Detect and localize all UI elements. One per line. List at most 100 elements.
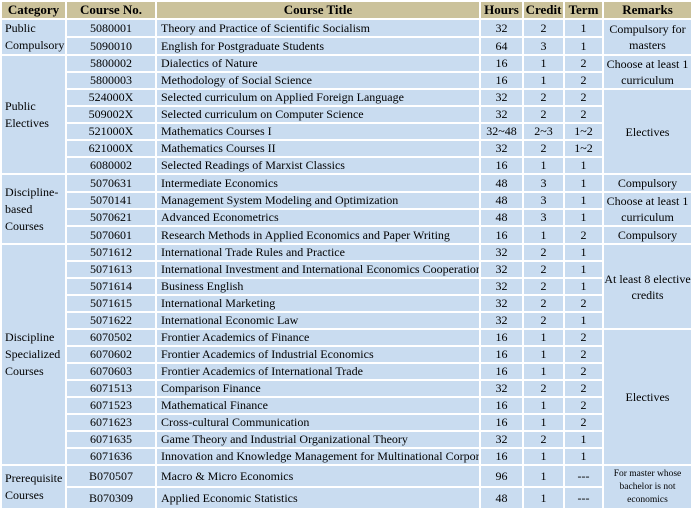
title-cell: International Investment and Internation…: [157, 262, 479, 277]
hours-cell: 16: [481, 227, 522, 243]
title-cell: International Economic Law: [157, 313, 479, 328]
hours-cell: 16: [481, 449, 522, 464]
table-row: Public Compulsory 5080001 Theory and Pract…: [2, 20, 691, 54]
no-cell: 621000X: [67, 141, 155, 156]
term-cell: 2: [565, 107, 602, 122]
header-hours: Hours: [481, 2, 522, 18]
term-cell: 1: [565, 432, 602, 447]
category-cell: Prerequisite Courses: [2, 466, 65, 508]
title-cell: Macro & Micro Economics: [157, 466, 479, 486]
term-cell: 2: [565, 415, 602, 430]
credit-cell: 2: [524, 296, 563, 311]
category-cell: Public Compulsory: [2, 20, 65, 54]
term-cell: 2: [565, 90, 602, 105]
no-cell: 5071614: [67, 279, 155, 294]
title-cell: Applied Economic Statistics: [157, 488, 479, 508]
credit-cell: 2: [524, 279, 563, 294]
hours-cell: 16: [481, 347, 522, 362]
term-cell: 1: [565, 245, 602, 260]
no-cell: 6071636: [67, 449, 155, 464]
header-course-title: Course Title: [157, 2, 479, 18]
term-cell: 1: [565, 158, 602, 173]
table-row: 5071613 International Investment and Inte…: [2, 262, 691, 277]
table-row: 6071623 Cross-cultural Communication 16 1 2: [2, 415, 691, 430]
table-row: Public Electives 5800002 Dialectics of Nat…: [2, 56, 691, 173]
no-cell: 5070621: [67, 210, 155, 225]
remarks-cell: Electives: [604, 330, 691, 464]
term-cell: 2: [565, 330, 602, 345]
hours-cell: 32~48: [481, 124, 522, 139]
title-cell: Intermediate Economics: [157, 175, 479, 191]
credit-cell: 1: [524, 415, 563, 430]
table-header-row: Category Course No. Course Title Hours Credi…: [2, 2, 691, 18]
remarks-cell: Compulsory for masters: [604, 20, 691, 54]
no-cell: 5071622: [67, 313, 155, 328]
table-row: 5071615 International Marketing 32 2 2: [2, 296, 691, 311]
no-cell: 521000X: [67, 124, 155, 139]
term-cell: 2: [565, 73, 602, 88]
hours-cell: 48: [481, 175, 522, 191]
table-row: 509002X Selected curriculum on Computer S…: [2, 107, 691, 122]
no-cell: B070309: [67, 488, 155, 508]
table-row: 6070603 Frontier Academics of Internation…: [2, 364, 691, 379]
table-row: 6071636 Innovation and Knowledge Manageme…: [2, 449, 691, 464]
no-cell: 524000X: [67, 90, 155, 105]
remarks-cell: Choose at least 1 curriculum: [604, 193, 691, 225]
credit-cell: 2: [524, 90, 563, 105]
remarks-cell: Compulsory: [604, 227, 691, 243]
hours-cell: 16: [481, 158, 522, 173]
no-cell: 5800003: [67, 73, 155, 88]
table-row: 6070602 Frontier Academics of Industrial …: [2, 347, 691, 362]
title-cell: Game Theory and Industrial Organizationa…: [157, 432, 479, 447]
table-row: Discipline-based Courses 5070631 Intermedi…: [2, 175, 691, 243]
no-cell: 6070502: [67, 330, 155, 345]
credit-cell: 2: [524, 245, 563, 260]
no-cell: 5070601: [67, 227, 155, 243]
remarks-cell: Choose at least 1 curriculum: [604, 56, 691, 88]
hours-cell: 32: [481, 296, 522, 311]
term-cell: 1: [565, 210, 602, 225]
term-cell: 2: [565, 398, 602, 413]
term-cell: 1: [565, 313, 602, 328]
hours-cell: 48: [481, 210, 522, 225]
table-row: 6080002 Selected Readings of Marxist Clas…: [2, 158, 691, 173]
credit-cell: 1: [524, 449, 563, 464]
no-cell: 6071623: [67, 415, 155, 430]
title-cell: Cross-cultural Communication: [157, 415, 479, 430]
term-cell: 1: [565, 193, 602, 208]
table-row: 6070502 Frontier Academics of Finance 16 1 2…: [2, 330, 691, 464]
term-cell: 1~2: [565, 141, 602, 156]
table-row: 5070141 Management System Modeling and Op…: [2, 193, 691, 225]
no-cell: 5071613: [67, 262, 155, 277]
term-cell: 2: [565, 56, 602, 71]
credit-cell: 1: [524, 488, 563, 508]
table-row: 5070601 Research Methods in Applied Econo…: [2, 227, 691, 243]
title-cell: Research Methods in Applied Economics an…: [157, 227, 479, 243]
hours-cell: 16: [481, 364, 522, 379]
table-row: 524000X Selected curriculum on Applied Fo…: [2, 90, 691, 173]
term-cell: 1: [565, 20, 602, 36]
hours-cell: 32: [481, 432, 522, 447]
table-row: 6071635 Game Theory and Industrial Organi…: [2, 432, 691, 447]
no-cell: 5070631: [67, 175, 155, 191]
hours-cell: 32: [481, 20, 522, 36]
term-cell: ---: [565, 466, 602, 486]
hours-cell: 64: [481, 38, 522, 54]
hours-cell: 32: [481, 381, 522, 396]
header-credit: Credit: [524, 2, 563, 18]
credit-cell: 2: [524, 20, 563, 36]
no-cell: 5070141: [67, 193, 155, 208]
title-cell: Methodology of Social Science: [157, 73, 479, 88]
hours-cell: 16: [481, 56, 522, 71]
hours-cell: 32: [481, 279, 522, 294]
hours-cell: 32: [481, 313, 522, 328]
table-body: Public Compulsory 5080001 Theory and Pract…: [2, 20, 691, 508]
term-cell: 2: [565, 381, 602, 396]
hours-cell: 16: [481, 73, 522, 88]
table-row: 5071614 Business English 32 2 1: [2, 279, 691, 294]
hours-cell: 32: [481, 262, 522, 277]
credit-cell: 2~3: [524, 124, 563, 139]
credit-cell: 3: [524, 38, 563, 54]
title-cell: Frontier Academics of Industrial Economi…: [157, 347, 479, 362]
